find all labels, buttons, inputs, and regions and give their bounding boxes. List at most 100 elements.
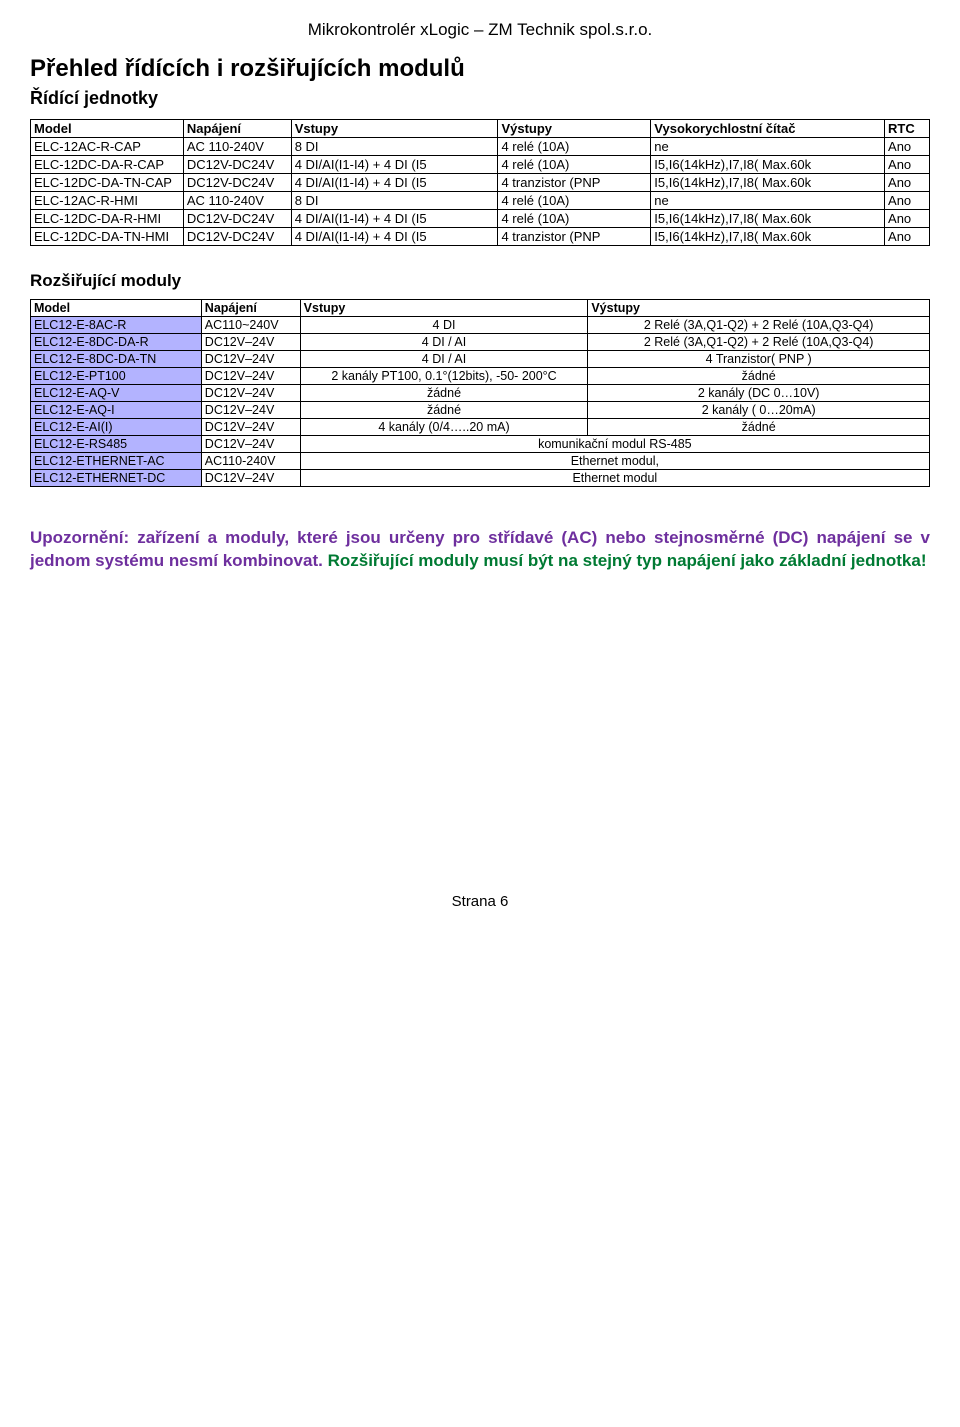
table-cell: komunikační modul RS-485 [300,436,929,453]
table-header-row: ModelNapájeníVstupyVýstupy [31,300,930,317]
table-cell: ELC12-ETHERNET-AC [31,453,202,470]
table-cell: I5,I6(14kHz),I7,I8( Max.60k [651,210,885,228]
table-cell: AC110-240V [201,453,300,470]
table-cell: ELC-12DC-DA-TN-HMI [31,228,184,246]
table-row: ELC12-E-8AC-RAC110~240V4 DI2 Relé (3A,Q1… [31,317,930,334]
table-cell: AC110~240V [201,317,300,334]
table-cell: AC 110-240V [183,138,291,156]
table-cell: DC12V–24V [201,419,300,436]
table-cell: ne [651,138,885,156]
table-cell: 2 kanály (DC 0…10V) [588,385,930,402]
table-cell: DC12V–24V [201,470,300,487]
table-header-cell: Vstupy [300,300,588,317]
table-header-cell: Napájení [201,300,300,317]
table-cell: 4 relé (10A) [498,210,651,228]
table-row: ELC-12DC-DA-TN-CAPDC12V-DC24V4 DI/AI(I1-… [31,174,930,192]
table-row: ELC12-E-AQ-VDC12V–24Vžádné2 kanály (DC 0… [31,385,930,402]
table-cell: 4 relé (10A) [498,138,651,156]
table-cell: DC12V-DC24V [183,174,291,192]
table-header-cell: Vstupy [291,120,498,138]
table-cell: 4 DI/AI(I1-I4) + 4 DI (I5 [291,228,498,246]
table-cell: žádné [588,419,930,436]
table-cell: DC12V–24V [201,368,300,385]
page-title: Přehled řídících i rozšiřujících modulů [30,55,930,83]
table-cell: Ano [885,174,930,192]
table-cell: 2 Relé (3A,Q1-Q2) + 2 Relé (10A,Q3-Q4) [588,317,930,334]
table-cell: ELC12-E-AQ-I [31,402,202,419]
table-cell: DC12V-DC24V [183,210,291,228]
table-row: ELC12-E-8DC-DA-TNDC12V–24V4 DI / AI4 Tra… [31,351,930,368]
page-number: Strana 6 [30,893,930,910]
table-cell: 4 tranzistor (PNP [498,228,651,246]
table-row: ELC12-E-AI(I)DC12V–24V4 kanály (0/4…..20… [31,419,930,436]
table-cell: 2 kanály ( 0…20mA) [588,402,930,419]
table-cell: I5,I6(14kHz),I7,I8( Max.60k [651,156,885,174]
table-row: ELC-12AC-R-CAPAC 110-240V8 DI4 relé (10A… [31,138,930,156]
table-cell: I5,I6(14kHz),I7,I8( Max.60k [651,228,885,246]
table-header-cell: Výstupy [498,120,651,138]
expansion-modules-table: ModelNapájeníVstupyVýstupy ELC12-E-8AC-R… [30,299,930,487]
table-header-cell: Výstupy [588,300,930,317]
table-cell: ELC12-E-AQ-V [31,385,202,402]
table-cell: Ethernet modul [300,470,929,487]
table-header-cell: Vysokorychlostní čítač [651,120,885,138]
table-cell: 4 relé (10A) [498,156,651,174]
table-row: ELC-12DC-DA-TN-HMIDC12V-DC24V4 DI/AI(I1-… [31,228,930,246]
table-cell: Ano [885,228,930,246]
table-row: ELC12-ETHERNET-ACAC110-240VEthernet modu… [31,453,930,470]
table-header-cell: RTC [885,120,930,138]
table-cell: 4 DI [300,317,588,334]
table-cell: ELC12-E-AI(I) [31,419,202,436]
table-cell: Ethernet modul, [300,453,929,470]
table-cell: 4 DI / AI [300,334,588,351]
table-cell: 2 Relé (3A,Q1-Q2) + 2 Relé (10A,Q3-Q4) [588,334,930,351]
table-cell: žádné [300,402,588,419]
table-cell: 4 DI/AI(I1-I4) + 4 DI (I5 [291,210,498,228]
warning-part-2: Rozšiřující moduly musí být na stejný ty… [328,551,927,570]
table-cell: DC12V–24V [201,402,300,419]
table-cell: DC12V-DC24V [183,156,291,174]
table-row: ELC12-E-AQ-IDC12V–24Vžádné2 kanály ( 0…2… [31,402,930,419]
table-cell: 4 relé (10A) [498,192,651,210]
warning-text: Upozornění: zařízení a moduly, které jso… [30,527,930,573]
table-cell: DC12V-DC24V [183,228,291,246]
table-cell: žádné [588,368,930,385]
table-cell: ELC12-ETHERNET-DC [31,470,202,487]
table-row: ELC12-E-8DC-DA-RDC12V–24V4 DI / AI2 Relé… [31,334,930,351]
table-cell: 4 DI / AI [300,351,588,368]
table-cell: ne [651,192,885,210]
table-cell: 2 kanály PT100, 0.1°(12bits), -50- 200°C [300,368,588,385]
table-cell: ELC12-E-PT100 [31,368,202,385]
table-cell: 4 kanály (0/4…..20 mA) [300,419,588,436]
table-cell: Ano [885,138,930,156]
table-cell: ELC-12DC-DA-R-HMI [31,210,184,228]
table-cell: ELC12-E-8DC-DA-TN [31,351,202,368]
table-cell: AC 110-240V [183,192,291,210]
section1-title: Řídící jednotky [30,88,930,109]
table-cell: 4 DI/AI(I1-I4) + 4 DI (I5 [291,174,498,192]
table-cell: ELC-12AC-R-CAP [31,138,184,156]
table-cell: DC12V–24V [201,351,300,368]
table-cell: žádné [300,385,588,402]
table-cell: Ano [885,210,930,228]
table-cell: Ano [885,192,930,210]
table-row: ELC12-E-PT100DC12V–24V2 kanály PT100, 0.… [31,368,930,385]
table-header-row: ModelNapájeníVstupyVýstupyVysokorychlost… [31,120,930,138]
table-cell: I5,I6(14kHz),I7,I8( Max.60k [651,174,885,192]
table-cell: ELC12-E-8DC-DA-R [31,334,202,351]
table-row: ELC-12AC-R-HMIAC 110-240V8 DI4 relé (10A… [31,192,930,210]
table-cell: ELC12-E-8AC-R [31,317,202,334]
table-cell: ELC12-E-RS485 [31,436,202,453]
section2-title: Rozšiřující moduly [30,271,930,291]
table-cell: 8 DI [291,192,498,210]
table-cell: 4 Tranzistor( PNP ) [588,351,930,368]
table-row: ELC-12DC-DA-R-CAPDC12V-DC24V4 DI/AI(I1-I… [31,156,930,174]
table-row: ELC-12DC-DA-R-HMIDC12V-DC24V4 DI/AI(I1-I… [31,210,930,228]
table-cell: 8 DI [291,138,498,156]
table-cell: DC12V–24V [201,385,300,402]
table-header-cell: Model [31,300,202,317]
table-cell: ELC-12DC-DA-TN-CAP [31,174,184,192]
table-cell: DC12V–24V [201,334,300,351]
table-header-cell: Napájení [183,120,291,138]
table-header-cell: Model [31,120,184,138]
